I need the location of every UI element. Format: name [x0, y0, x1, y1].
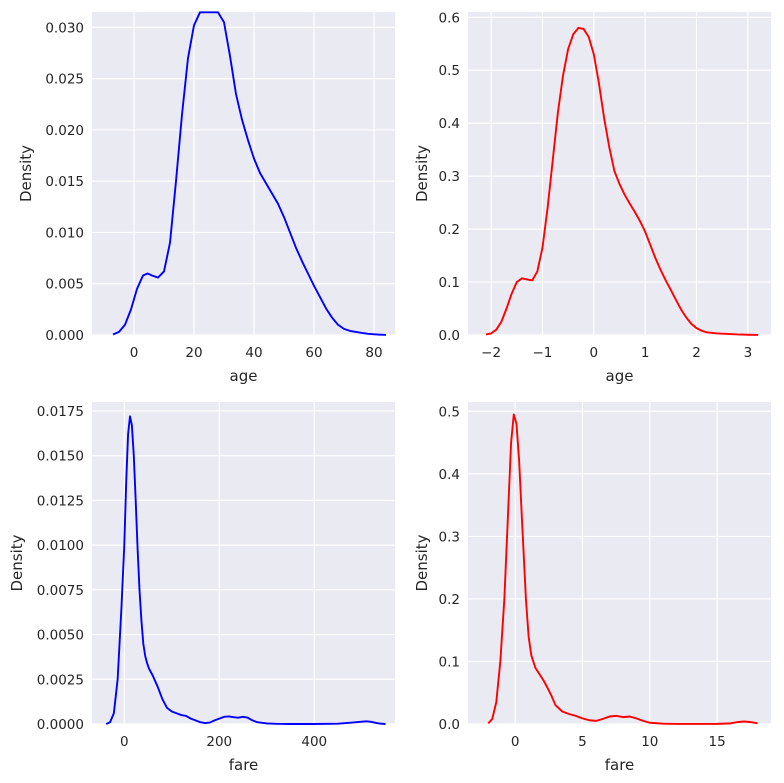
y-tick-label: 0.3 — [439, 529, 460, 545]
x-tick-label: 0 — [130, 345, 139, 361]
y-tick-label: 0.020 — [45, 123, 84, 139]
plot-background — [468, 12, 771, 335]
y-tick-label: 0.0150 — [37, 449, 84, 465]
plot-background — [468, 402, 771, 724]
y-tick-label: 0.3 — [439, 169, 460, 185]
y-tick-label: 0.025 — [45, 72, 84, 88]
x-tick-label: −2 — [481, 345, 501, 361]
y-tick-label: 0.1 — [439, 275, 460, 291]
y-tick-label: 0.4 — [439, 116, 460, 132]
y-tick-label: 0.1 — [439, 654, 460, 670]
y-tick-label: 0.000 — [45, 328, 84, 344]
y-tick-label: 0.5 — [439, 404, 460, 420]
y-tick-label: 0.030 — [45, 20, 84, 36]
y-tick-label: 0.0125 — [37, 493, 84, 509]
kde-curve — [112, 11, 387, 336]
x-axis-label: fare — [229, 756, 259, 774]
x-tick-label: 2 — [692, 345, 701, 361]
chart-panel-fare_raw: 0.0000 0.0025 0.0050 0.0075 0.0100 0.0125 0.01… — [8, 402, 395, 774]
x-tick-label: 80 — [365, 345, 382, 361]
kde-curve — [105, 415, 386, 725]
y-tick-label: 0.6 — [439, 10, 460, 26]
x-tick-label: 1 — [641, 345, 650, 361]
x-axis-label: fare — [605, 756, 635, 774]
chart-panel-age_raw: 0.000 0.005 0.010 0.015 0.020 0.025 0.030 0 20 40… — [17, 11, 395, 385]
kde-curve — [485, 26, 759, 336]
x-tick-label: 0 — [590, 345, 599, 361]
x-tick-label: 0 — [511, 734, 520, 750]
y-tick-label: 0.0 — [439, 717, 460, 733]
y-axis-label: Density — [8, 534, 26, 591]
y-axis-label: Density — [413, 145, 431, 202]
x-axis-label: age — [230, 367, 258, 385]
y-tick-label: 0.5 — [439, 63, 460, 79]
x-tick-label: 10 — [641, 734, 658, 750]
chart-panel-fare_scaled: 0.0 0.1 0.2 0.3 0.4 0.5 0 5 10 15 fare Density — [413, 402, 771, 774]
y-tick-label: 0.005 — [45, 277, 84, 293]
x-tick-label: 400 — [301, 734, 327, 750]
plot-background — [92, 12, 395, 335]
x-tick-label: 20 — [185, 345, 202, 361]
y-tick-label: 0.0 — [439, 328, 460, 344]
y-tick-label: 0.0075 — [37, 583, 84, 599]
x-axis-label: age — [606, 367, 634, 385]
y-tick-label: 0.0000 — [37, 717, 84, 733]
y-tick-label: 0.4 — [439, 467, 460, 483]
y-tick-label: 0.0175 — [37, 404, 84, 420]
chart-panel-age_scaled: 0.0 0.1 0.2 0.3 0.4 0.5 0.6 −2 −1 0 1 2 3 age Density — [413, 10, 771, 385]
y-tick-label: 0.2 — [439, 222, 460, 238]
y-axis-label: Density — [413, 534, 431, 591]
x-tick-label: −1 — [533, 345, 553, 361]
x-tick-label: 5 — [578, 734, 587, 750]
x-tick-label: 0 — [120, 734, 129, 750]
y-tick-label: 0.0050 — [37, 628, 84, 644]
x-tick-label: 15 — [709, 734, 726, 750]
x-tick-label: 3 — [744, 345, 753, 361]
x-tick-label: 40 — [245, 345, 262, 361]
y-tick-label: 0.0025 — [37, 672, 84, 688]
x-tick-label: 60 — [305, 345, 322, 361]
y-axis-label: Density — [17, 145, 35, 202]
y-tick-label: 0.0100 — [37, 538, 84, 554]
x-tick-label: 200 — [206, 734, 232, 750]
y-tick-label: 0.2 — [439, 592, 460, 608]
kde-curve — [487, 413, 758, 725]
y-tick-label: 0.015 — [45, 174, 84, 190]
y-tick-label: 0.010 — [45, 225, 84, 241]
